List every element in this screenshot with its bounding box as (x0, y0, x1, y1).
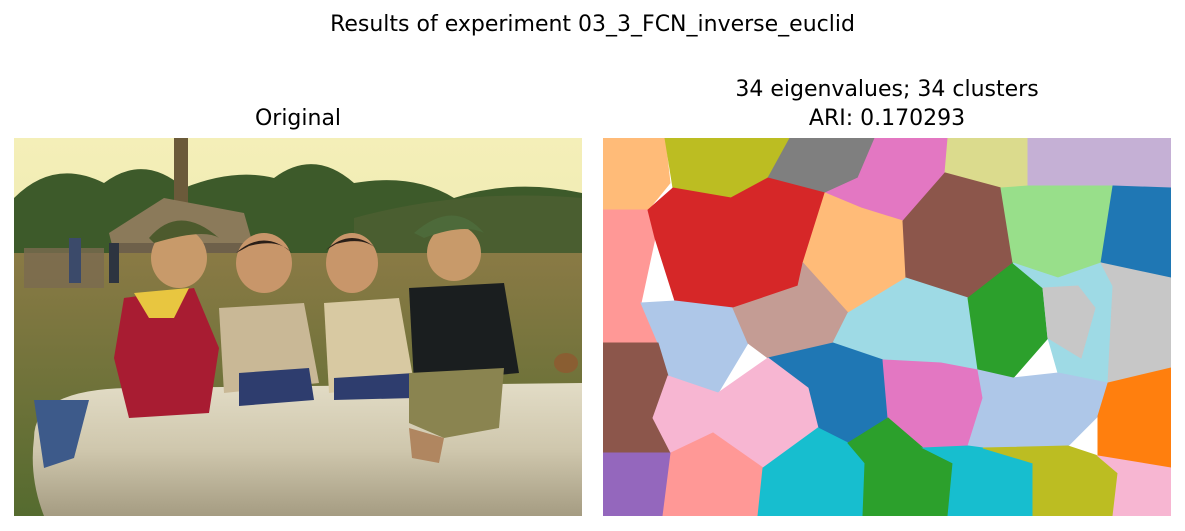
cluster-region (1100, 262, 1171, 384)
segmentation-title-line1: 34 eigenvalues; 34 clusters (735, 77, 1039, 102)
original-image-panel (14, 138, 582, 516)
cluster-region (603, 138, 671, 211)
child4-legs (409, 428, 444, 463)
child2-head (236, 233, 292, 293)
background-person (69, 238, 81, 283)
cluster-region (603, 452, 672, 516)
child4-head (427, 225, 481, 281)
child3-pants (334, 373, 414, 400)
child1-cap (149, 220, 219, 243)
segmentation-title-line2: ARI: 0.170293 (808, 106, 966, 131)
child1-collar (134, 288, 189, 318)
child2-hair (236, 240, 292, 253)
segmentation-panel-title: 34 eigenvalues; 34 clusters ARI: 0.17029… (603, 75, 1171, 133)
child4-cap (414, 215, 484, 238)
cluster-region (1042, 285, 1096, 359)
figure-suptitle: Results of experiment 03_3_FCN_inverse_e… (330, 12, 855, 37)
child2-pants (239, 368, 314, 406)
cluster-region (1096, 455, 1171, 516)
cluster-region (1100, 185, 1171, 279)
segmentation-map (603, 138, 1171, 516)
original-photo (14, 138, 582, 516)
cluster-region (1097, 367, 1171, 469)
child1-legs (34, 400, 89, 468)
child3-head (326, 233, 378, 293)
fence (24, 248, 104, 288)
child4-jacket (409, 283, 519, 383)
child1-head (151, 228, 207, 288)
dog (554, 353, 578, 373)
cluster-region (967, 369, 1109, 449)
segmentation-image-panel (603, 138, 1171, 516)
child4-pants (409, 368, 504, 438)
cluster-region (1027, 138, 1171, 189)
child3-shirt (324, 298, 414, 393)
child1-jacket (114, 288, 219, 418)
original-panel-title: Original (254, 106, 342, 131)
child3-hair (326, 238, 378, 250)
background-person-2 (109, 243, 119, 283)
